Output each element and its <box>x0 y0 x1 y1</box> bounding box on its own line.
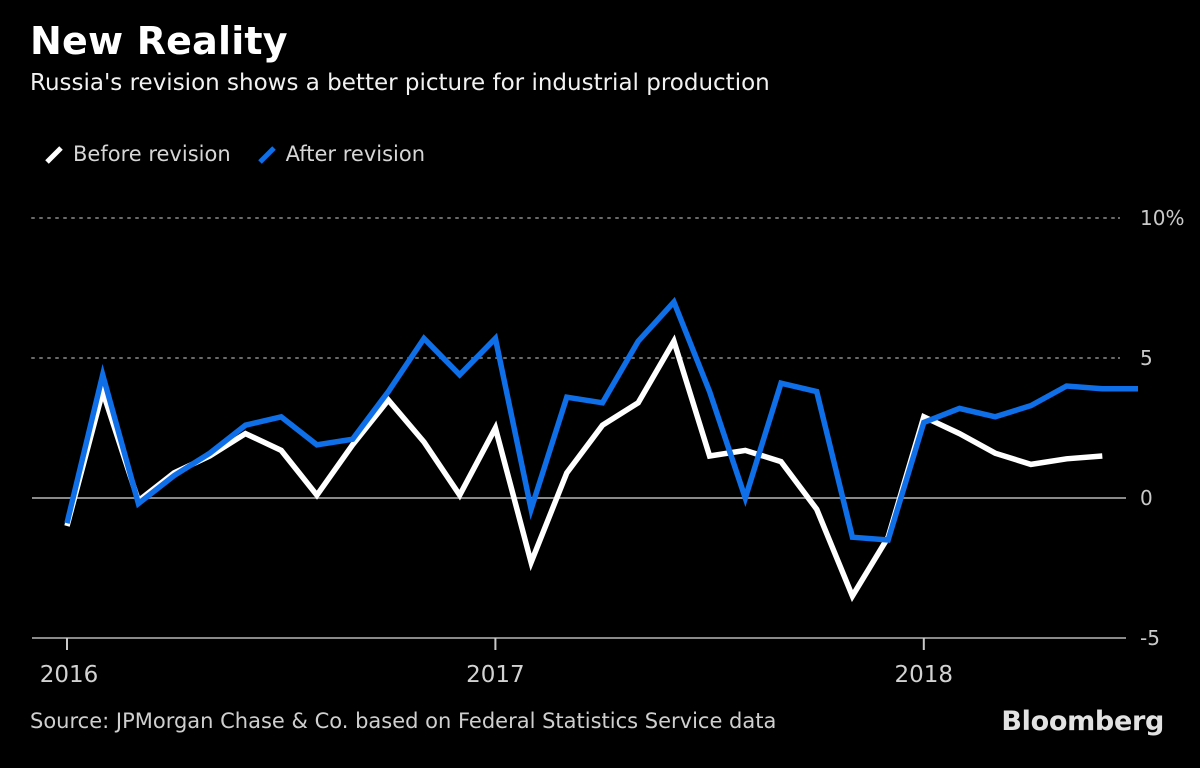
series-line-before-revision <box>64 334 1103 603</box>
legend-label-before-revision: Before revision <box>73 142 231 166</box>
y-tick-labels-group: -5 0 5 10% <box>1140 206 1184 650</box>
legend-item-before-revision[interactable]: Before revision <box>44 144 231 165</box>
y-tick-label: 5 <box>1140 346 1153 370</box>
source-note: Source: JPMorgan Chase & Co. based on Fe… <box>30 708 777 733</box>
x-tick-label: 2018 <box>895 662 954 688</box>
y-tick-label: 10% <box>1140 206 1184 230</box>
x-tick-label: 2016 <box>40 662 99 688</box>
x-tick-label: 2017 <box>466 662 525 688</box>
gridlines-group <box>31 217 1126 639</box>
chart-header: New Reality Russia's revision shows a be… <box>30 19 1170 97</box>
x-tick-labels-group: 2016 2017 2018 <box>40 662 953 688</box>
legend-item-after-revision[interactable]: After revision <box>257 144 425 165</box>
slash-icon <box>45 145 63 164</box>
chart-subtitle: Russia's revision shows a better picture… <box>30 69 770 96</box>
series-group <box>64 296 1138 603</box>
legend-label-after-revision: After revision <box>285 142 426 166</box>
x-axis-group <box>66 638 925 650</box>
series-line-after-revision <box>64 296 1138 543</box>
page-title: New Reality <box>30 19 288 63</box>
y-tick-label: 0 <box>1140 486 1153 510</box>
bloomberg-logo: Bloomberg <box>1001 706 1164 737</box>
chart-footer: Source: JPMorgan Chase & Co. based on Fe… <box>30 706 1170 737</box>
y-tick-label: -5 <box>1140 626 1160 650</box>
slash-icon <box>257 145 276 164</box>
chart-legend: Before revision After revision <box>44 144 425 165</box>
